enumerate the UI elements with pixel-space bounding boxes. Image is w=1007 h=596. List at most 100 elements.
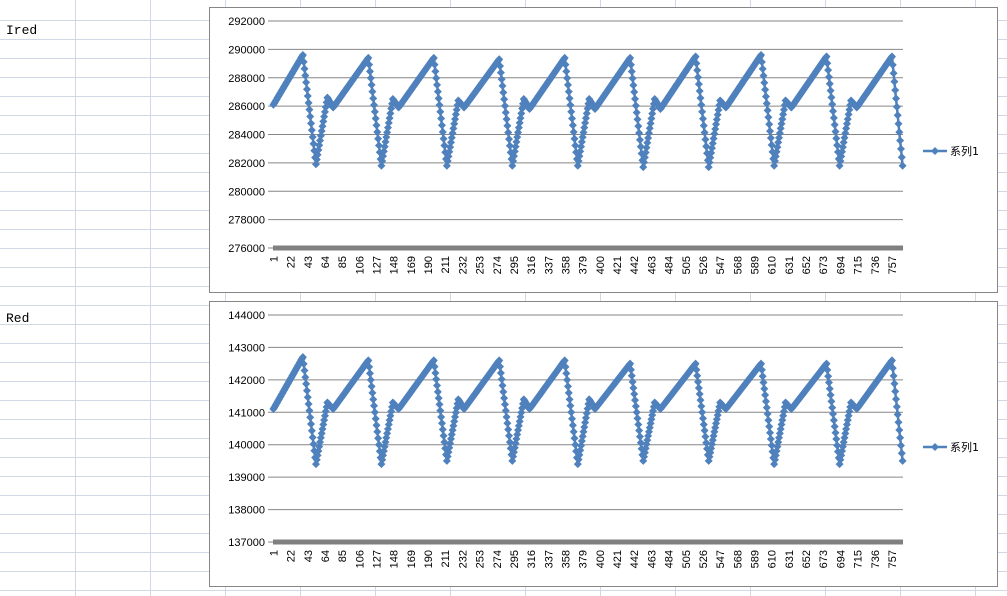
data-point-marker	[505, 438, 514, 447]
data-point-marker	[827, 93, 836, 102]
data-point-marker	[578, 432, 587, 441]
data-point-marker	[824, 372, 833, 381]
data-point-marker	[630, 88, 639, 97]
data-point-marker	[433, 87, 442, 96]
data-point-marker	[707, 440, 716, 449]
data-point-marker	[701, 432, 710, 441]
x-tick-label: 337	[543, 256, 555, 274]
data-point-marker	[511, 142, 520, 151]
data-point-marker	[695, 390, 704, 399]
x-tick-label: 652	[801, 550, 813, 568]
data-point-marker	[568, 421, 577, 430]
data-point-marker	[451, 412, 460, 421]
x-tick-label: 211	[440, 550, 452, 568]
data-point-marker	[517, 408, 526, 417]
data-point-marker	[694, 377, 703, 386]
data-point-marker	[692, 365, 701, 374]
data-point-marker	[500, 400, 509, 409]
data-point-marker	[581, 114, 590, 123]
x-tick-label: 736	[870, 256, 882, 274]
x-tick-label: 421	[612, 550, 624, 568]
y-tick-label: 284000	[228, 130, 265, 142]
data-point-marker	[571, 440, 580, 449]
data-point-marker	[822, 52, 831, 61]
data-point-marker	[694, 80, 703, 89]
x-tick-label: 379	[578, 256, 590, 274]
x-tick-label: 526	[698, 550, 710, 568]
data-point-marker	[758, 64, 767, 73]
data-point-marker	[504, 425, 513, 434]
data-point-marker	[429, 53, 438, 62]
chart-ired[interactable]: 276000 278000 280000 282000 284000 286000 2880…	[209, 7, 998, 293]
data-point-marker	[308, 132, 317, 141]
data-point-marker	[583, 104, 592, 113]
data-point-marker	[627, 371, 636, 380]
x-tick-label: 379	[578, 550, 590, 568]
cell-label-red[interactable]: Red	[6, 311, 30, 326]
data-point-marker	[576, 446, 585, 455]
data-point-marker	[298, 353, 307, 362]
data-point-marker	[503, 121, 512, 130]
data-point-marker	[830, 120, 839, 129]
data-point-marker	[367, 382, 376, 391]
data-point-marker	[707, 144, 716, 153]
data-point-marker	[430, 60, 439, 69]
data-point-marker	[759, 71, 768, 80]
cell-label-ired[interactable]: Ired	[6, 23, 38, 38]
x-tick-label: 43	[303, 550, 315, 562]
x-tick-label: 127	[372, 256, 384, 274]
data-point-marker	[301, 71, 310, 80]
data-point-marker	[764, 416, 773, 425]
data-point-marker	[766, 428, 775, 437]
data-point-marker	[824, 72, 833, 81]
data-point-marker	[388, 402, 397, 411]
data-point-marker	[370, 107, 379, 116]
data-point-marker	[500, 95, 509, 104]
data-point-marker	[898, 161, 907, 170]
data-point-marker	[433, 381, 442, 390]
data-point-marker	[371, 114, 380, 123]
data-point-marker	[762, 403, 771, 412]
y-tick-label: 138000	[228, 505, 265, 517]
data-point-marker	[497, 75, 506, 84]
data-point-marker	[495, 55, 504, 64]
x-tick-label: 568	[732, 550, 744, 568]
x-tick-label: 526	[698, 256, 710, 274]
data-point-marker	[898, 456, 907, 465]
y-tick-label: 144000	[228, 310, 265, 322]
data-point-marker	[766, 134, 775, 143]
y-tick-label: 140000	[228, 440, 265, 452]
data-point-marker	[379, 152, 388, 161]
data-point-marker	[634, 122, 643, 131]
x-tick-label: 463	[646, 256, 658, 274]
data-point-marker	[370, 408, 379, 417]
data-point-marker	[440, 438, 449, 447]
data-point-marker	[844, 411, 853, 420]
y-tick-label: 276000	[228, 243, 265, 255]
data-point-marker	[706, 448, 715, 457]
data-point-marker	[570, 134, 579, 143]
x-tick-label: 442	[629, 550, 641, 568]
data-point-marker	[648, 411, 657, 420]
data-point-marker	[695, 87, 704, 96]
data-point-marker	[697, 402, 706, 411]
data-point-marker	[561, 60, 570, 69]
x-tick-label: 169	[406, 550, 418, 568]
data-point-marker	[711, 423, 720, 432]
data-point-marker	[889, 69, 898, 78]
data-point-marker	[895, 128, 904, 137]
chart-red[interactable]: 137000 138000 139000 140000 141000 142000 1430…	[209, 301, 998, 587]
data-point-marker	[893, 111, 902, 120]
data-point-marker	[765, 120, 774, 129]
x-tick-label: 295	[509, 256, 521, 274]
x-tick-label: 463	[646, 550, 658, 568]
data-point-marker	[567, 408, 576, 417]
data-point-marker	[568, 121, 577, 130]
data-point-marker	[644, 129, 653, 138]
data-point-marker	[646, 119, 655, 128]
data-point-marker	[697, 100, 706, 109]
data-point-marker	[757, 359, 766, 368]
data-point-marker	[438, 128, 447, 137]
data-point-marker	[564, 87, 573, 96]
data-point-marker	[823, 365, 832, 374]
